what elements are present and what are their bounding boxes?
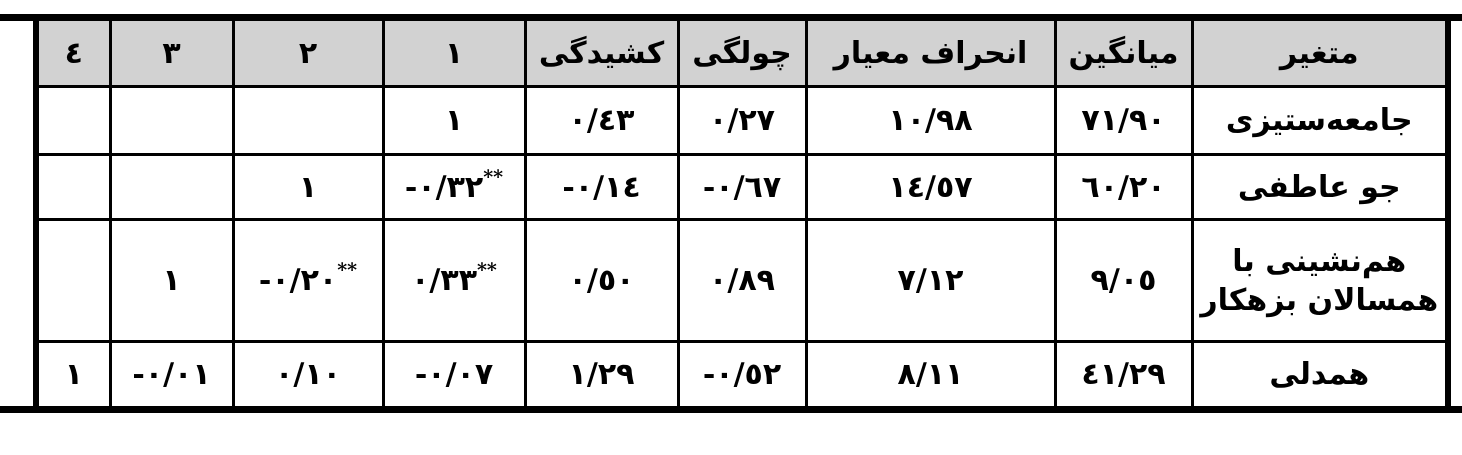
- corr-2-value: -٠/٢٠: [258, 263, 338, 298]
- corr-1-value: ١: [444, 103, 464, 138]
- corr-2-value: ١: [298, 169, 318, 205]
- std-dev-value: ١٠/٩٨: [888, 103, 973, 138]
- kurtosis-cell: -٠/١٤: [523, 153, 680, 221]
- std-dev-cell: ٧/١٢: [804, 218, 1057, 343]
- corr-2-value: ٠/١٠: [275, 356, 341, 392]
- skewness-cell: -٠/٦٧: [676, 153, 808, 221]
- header-corr-3-label: ٣: [162, 35, 181, 71]
- mean-cell: ٩/٠٥: [1053, 218, 1194, 343]
- corr-3-value: -٠/٠١: [132, 356, 211, 392]
- corr-2-cell: ٠/١٠: [231, 340, 385, 406]
- std-dev-value: ١٤/٥٧: [888, 169, 973, 205]
- table-row: ١ -٠/٣٢** -٠/١٤ -٠/٦٧ ١٤/٥٧ ٦٠/٢٠ جو عاط…: [34, 153, 1450, 221]
- kurtosis-value: ١/٢٩: [568, 356, 635, 392]
- skewness-cell: ٠/٢٧: [676, 85, 808, 156]
- mean-cell: ٦٠/٢٠: [1053, 153, 1194, 221]
- skewness-value: -٠/٦٧: [702, 169, 782, 205]
- header-mean-label: میانگین: [1068, 35, 1179, 71]
- header-row: ٤ ٣ ٢ ١ کشیدگی چولگی انحراف معیار میانگی…: [34, 21, 1450, 88]
- variable-name: جامعه‌ستیزی: [1225, 103, 1413, 138]
- variable-name: همدلی: [1269, 356, 1370, 392]
- skewness-cell: -٠/٥٢: [676, 340, 808, 406]
- mean-value: ٦٠/٢٠: [1081, 169, 1166, 205]
- header-corr-1: ١: [381, 21, 527, 88]
- correlation-table: ٤ ٣ ٢ ١ کشیدگی چولگی انحراف معیار میانگی…: [33, 21, 1451, 406]
- mean-value: ٩/٠٥: [1090, 263, 1157, 298]
- mean-value: ٧١/٩٠: [1081, 103, 1166, 138]
- variable-name: جو عاطفی: [1237, 169, 1401, 205]
- corr-4-cell: [34, 218, 112, 343]
- std-dev-cell: ١٤/٥٧: [804, 153, 1057, 221]
- header-variable: متغیر: [1190, 21, 1450, 88]
- corr-3-value: ١: [162, 263, 181, 298]
- header-corr-1-label: ١: [444, 35, 464, 71]
- header-std-dev: انحراف معیار: [804, 21, 1057, 88]
- mean-value: ٤١/٢٩: [1081, 356, 1166, 392]
- significance-stars: **: [483, 165, 504, 188]
- kurtosis-value: ٠/٤٣: [568, 103, 635, 138]
- kurtosis-value: ٠/٥٠: [568, 263, 635, 298]
- corr-1-value: ٠/٣٣: [411, 263, 477, 298]
- significance-stars: **: [337, 259, 358, 281]
- corr-4-value: ١: [64, 356, 83, 392]
- skewness-value: -٠/٥٢: [702, 356, 782, 392]
- corr-3-cell: -٠/٠١: [108, 340, 235, 406]
- corr-4-cell: [34, 153, 112, 221]
- corr-3-cell: [108, 153, 235, 221]
- kurtosis-value: -٠/١٤: [562, 169, 641, 205]
- header-corr-4-label: ٤: [64, 35, 83, 71]
- header-mean: میانگین: [1053, 21, 1194, 88]
- corr-1-cell: ١: [381, 85, 527, 156]
- corr-2-cell: ١: [231, 153, 385, 221]
- corr-3-cell: [108, 85, 235, 156]
- corr-4-cell: [34, 85, 112, 156]
- corr-3-cell: ١: [108, 218, 235, 343]
- std-dev-cell: ٨/١١: [804, 340, 1057, 406]
- corr-4-cell: ١: [34, 340, 112, 406]
- significance-stars: **: [477, 259, 497, 281]
- corr-1-cell: ٠/٣٣**: [381, 218, 527, 343]
- corr-2-cell: [231, 85, 385, 156]
- header-corr-2-label: ٢: [298, 35, 318, 71]
- kurtosis-cell: ١/٢٩: [523, 340, 680, 406]
- header-corr-3: ٣: [108, 21, 235, 88]
- corr-1-value: -٠/٠٧: [414, 356, 494, 392]
- variable-name: هم‌نشینی با همسالان بزهکار: [1200, 243, 1439, 318]
- std-dev-value: ٨/١١: [897, 356, 964, 392]
- kurtosis-cell: ٠/٥٠: [523, 218, 680, 343]
- header-skewness: چولگی: [676, 21, 808, 88]
- header-kurtosis-label: کشیدگی: [538, 35, 665, 71]
- variable-cell: جامعه‌ستیزی: [1190, 85, 1450, 156]
- header-corr-2: ٢: [231, 21, 385, 88]
- mean-cell: ٤١/٢٩: [1053, 340, 1194, 406]
- std-dev-value: ٧/١٢: [897, 263, 964, 298]
- corr-1-value: -٠/٣٢: [404, 169, 484, 205]
- variable-cell: جو عاطفی: [1190, 153, 1450, 221]
- table-row: ١ -٠/٠١ ٠/١٠ -٠/٠٧ ١/٢٩ -٠/٥٢ ٨/١١ ٤١/٢٩…: [34, 340, 1450, 406]
- mean-cell: ٧١/٩٠: [1053, 85, 1194, 156]
- table-row: ١ -٠/٢٠** ٠/٣٣** ٠/٥٠ ٠/٨٩ ٧/١٢ ٩/٠٥ هم‌…: [34, 218, 1450, 343]
- skewness-value: ٠/٢٧: [709, 103, 775, 138]
- skewness-cell: ٠/٨٩: [676, 218, 808, 343]
- skewness-value: ٠/٨٩: [709, 263, 775, 298]
- variable-cell: همدلی: [1190, 340, 1450, 406]
- corr-2-cell: -٠/٢٠**: [231, 218, 385, 343]
- header-skewness-label: چولگی: [692, 35, 792, 71]
- corr-1-cell: -٠/٣٢**: [381, 153, 527, 221]
- header-std-dev-label: انحراف معیار: [833, 35, 1028, 71]
- kurtosis-cell: ٠/٤٣: [523, 85, 680, 156]
- header-kurtosis: کشیدگی: [523, 21, 680, 88]
- stats-table-frame: ٤ ٣ ٢ ١ کشیدگی چولگی انحراف معیار میانگی…: [0, 14, 1462, 413]
- std-dev-cell: ١٠/٩٨: [804, 85, 1057, 156]
- variable-cell: هم‌نشینی با همسالان بزهکار: [1190, 218, 1450, 343]
- corr-1-cell: -٠/٠٧: [381, 340, 527, 406]
- header-corr-4: ٤: [34, 21, 112, 88]
- table-row: ١ ٠/٤٣ ٠/٢٧ ١٠/٩٨ ٧١/٩٠ جامعه‌ستیزی: [34, 85, 1450, 156]
- header-variable-label: متغیر: [1279, 35, 1359, 71]
